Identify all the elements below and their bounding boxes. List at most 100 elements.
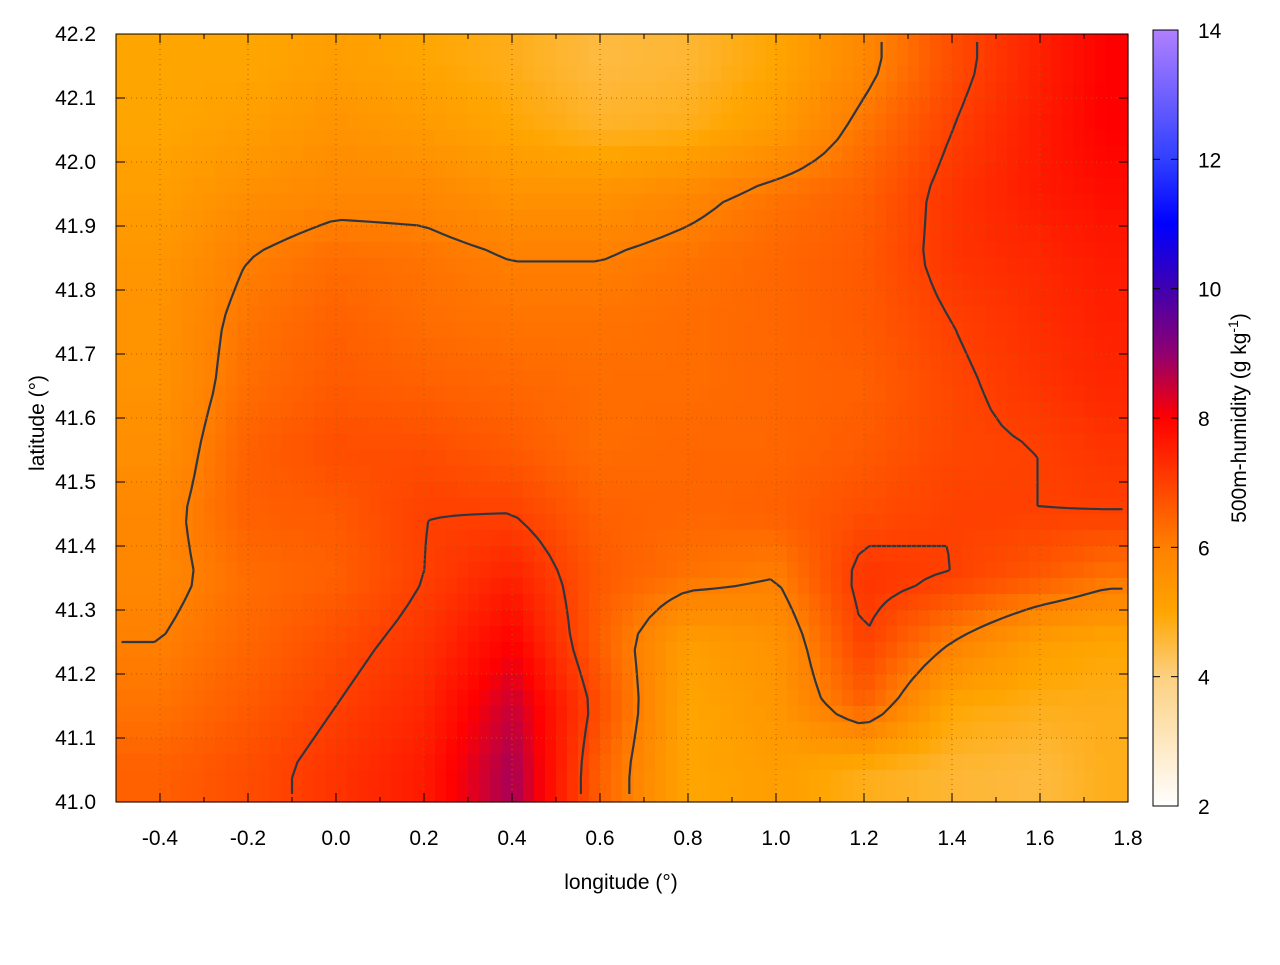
heatmap-cell bbox=[413, 162, 425, 179]
heatmap-cell bbox=[644, 706, 656, 723]
heatmap-cell bbox=[270, 114, 282, 131]
heatmap-cell bbox=[303, 418, 315, 435]
heatmap-cell bbox=[435, 482, 447, 499]
heatmap-cell bbox=[710, 738, 722, 755]
heatmap-cell bbox=[765, 178, 777, 195]
heatmap-cell bbox=[853, 146, 865, 163]
heatmap-cell bbox=[413, 594, 425, 611]
heatmap-cell bbox=[336, 34, 348, 51]
heatmap-cell bbox=[193, 210, 205, 227]
colorbar-label: 500m-humidity (g kg-1) bbox=[1225, 313, 1251, 523]
heatmap-cell bbox=[369, 434, 381, 451]
heatmap-cell bbox=[622, 754, 634, 771]
heatmap-cell bbox=[1062, 322, 1074, 339]
heatmap-cell bbox=[985, 418, 997, 435]
heatmap-cell bbox=[666, 546, 678, 563]
heatmap-cell bbox=[1062, 338, 1074, 355]
heatmap-cell bbox=[479, 354, 491, 371]
heatmap-cell bbox=[710, 578, 722, 595]
heatmap-cell bbox=[710, 162, 722, 179]
heatmap-cell bbox=[182, 690, 194, 707]
heatmap-cell bbox=[644, 130, 656, 147]
heatmap-cell bbox=[710, 178, 722, 195]
x-tick-label: 1.8 bbox=[1113, 827, 1142, 850]
heatmap-cell bbox=[369, 194, 381, 211]
heatmap-cell bbox=[160, 658, 172, 675]
heatmap-cell bbox=[292, 674, 304, 691]
heatmap-cell bbox=[622, 258, 634, 275]
heatmap-cell bbox=[534, 450, 546, 467]
heatmap-cell bbox=[116, 530, 128, 547]
heatmap-cell bbox=[248, 418, 260, 435]
heatmap-cell bbox=[314, 466, 326, 483]
heatmap-cell bbox=[336, 258, 348, 275]
heatmap-cell bbox=[809, 82, 821, 99]
heatmap-cell bbox=[149, 50, 161, 67]
heatmap-cell bbox=[930, 722, 942, 739]
heatmap-cell bbox=[809, 338, 821, 355]
heatmap-cell bbox=[347, 162, 359, 179]
heatmap-cell bbox=[424, 562, 436, 579]
heatmap-cell bbox=[556, 258, 568, 275]
heatmap-cell bbox=[292, 482, 304, 499]
heatmap-cell bbox=[820, 290, 832, 307]
heatmap-cell bbox=[314, 66, 326, 83]
heatmap-cell bbox=[842, 786, 854, 803]
heatmap-cell bbox=[963, 450, 975, 467]
heatmap-cell bbox=[743, 626, 755, 643]
heatmap-cell bbox=[798, 242, 810, 259]
heatmap-cell bbox=[281, 626, 293, 643]
heatmap-cell bbox=[743, 530, 755, 547]
heatmap-cell bbox=[787, 242, 799, 259]
heatmap-cell bbox=[215, 466, 227, 483]
heatmap-cell bbox=[446, 754, 458, 771]
heatmap-cell bbox=[798, 642, 810, 659]
heatmap-cell bbox=[556, 290, 568, 307]
heatmap-cell bbox=[743, 770, 755, 787]
heatmap-cell bbox=[468, 194, 480, 211]
heatmap-cell bbox=[831, 50, 843, 67]
heatmap-cell bbox=[721, 450, 733, 467]
heatmap-cell bbox=[468, 690, 480, 707]
heatmap-cell bbox=[754, 578, 766, 595]
heatmap-cell bbox=[468, 482, 480, 499]
heatmap-cell bbox=[754, 626, 766, 643]
heatmap-cell bbox=[237, 194, 249, 211]
heatmap-cell bbox=[479, 322, 491, 339]
heatmap-cell bbox=[248, 386, 260, 403]
heatmap-cell bbox=[1117, 274, 1129, 291]
heatmap-cell bbox=[182, 226, 194, 243]
heatmap-cell bbox=[732, 274, 744, 291]
heatmap-cell bbox=[314, 642, 326, 659]
heatmap-cell bbox=[1073, 594, 1085, 611]
heatmap-cell bbox=[215, 546, 227, 563]
heatmap-cell bbox=[248, 546, 260, 563]
heatmap-cell bbox=[457, 610, 469, 627]
heatmap-cell bbox=[699, 658, 711, 675]
heatmap-cell bbox=[963, 738, 975, 755]
heatmap-cell bbox=[435, 706, 447, 723]
heatmap-cell bbox=[523, 338, 535, 355]
heatmap-cell bbox=[864, 146, 876, 163]
heatmap-cell bbox=[534, 626, 546, 643]
heatmap-cell bbox=[424, 98, 436, 115]
heatmap-cell bbox=[391, 210, 403, 227]
heatmap-cell bbox=[556, 226, 568, 243]
heatmap-cell bbox=[490, 466, 502, 483]
heatmap-cell bbox=[1073, 210, 1085, 227]
heatmap-cell bbox=[281, 130, 293, 147]
heatmap-cell bbox=[402, 754, 414, 771]
heatmap-cell bbox=[864, 290, 876, 307]
heatmap-cell bbox=[424, 354, 436, 371]
heatmap-cell bbox=[710, 562, 722, 579]
heatmap-cell bbox=[171, 402, 183, 419]
heatmap-cell bbox=[732, 754, 744, 771]
heatmap-cell bbox=[622, 610, 634, 627]
heatmap-cell bbox=[754, 498, 766, 515]
heatmap-cell bbox=[490, 722, 502, 739]
heatmap-cell bbox=[270, 50, 282, 67]
heatmap-cell bbox=[325, 738, 337, 755]
heatmap-cell bbox=[490, 530, 502, 547]
heatmap-cell bbox=[787, 194, 799, 211]
heatmap-cell bbox=[490, 706, 502, 723]
